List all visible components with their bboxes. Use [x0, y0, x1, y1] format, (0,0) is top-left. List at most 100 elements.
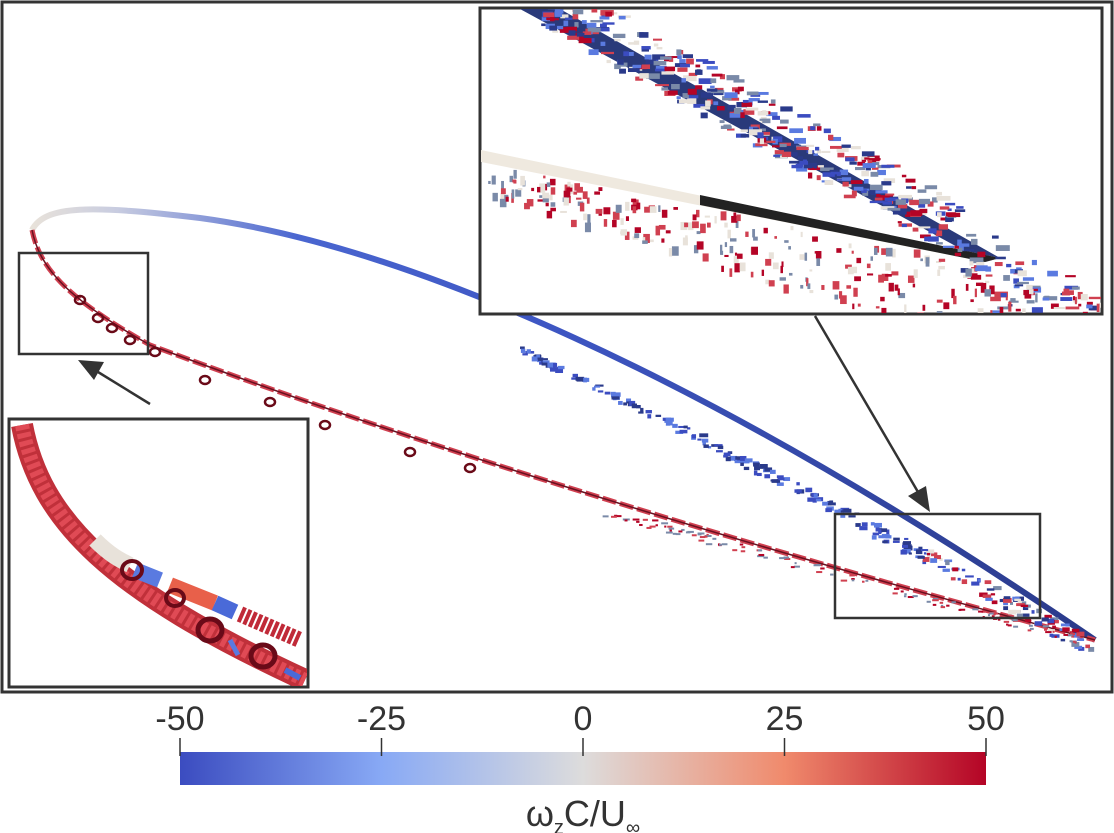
inset-vortex-structure: [719, 120, 725, 124]
inset-vortex-structure: [991, 235, 999, 239]
inset-vortex-structure: [912, 283, 916, 288]
inset-vortex-structure: [861, 170, 869, 177]
inset-vortex-structure: [702, 60, 715, 64]
vortex-structure: [871, 535, 877, 540]
inset-vortex-structure: [499, 198, 507, 208]
vortex-structure: [952, 567, 959, 572]
inset-vortex-structure: [853, 287, 858, 297]
inset-vortex-structure: [992, 310, 1001, 313]
inset-vortex-structure: [661, 87, 668, 91]
vortex-structure: [1069, 633, 1076, 636]
vortex-structure: [816, 571, 823, 574]
inset-vortex-structure: [828, 134, 834, 141]
inset-vortex-structure: [977, 251, 986, 258]
vortex-structure: [892, 592, 898, 595]
inset-vortex-structure: [719, 74, 725, 80]
inset-vortex-structure: [746, 91, 759, 96]
inset-vortex-structure: [794, 137, 806, 144]
inset-vortex-structure: [815, 251, 822, 259]
inset-vortex-structure: [632, 64, 642, 69]
inset-vortex-structure: [606, 59, 611, 64]
inset-vortex-structure: [671, 83, 680, 90]
inset-vortex-structure: [605, 11, 612, 17]
inset-vortex-structure: [776, 126, 788, 130]
inset-vortex-structure: [836, 248, 842, 253]
inset-vortex-structure: [677, 67, 688, 72]
vortex-structure: [1052, 625, 1056, 629]
inset-vortex-structure: [513, 179, 517, 184]
inset-vortex-structure: [957, 247, 963, 252]
inset-vortex-structure: [737, 86, 744, 92]
inset-vortex-structure: [768, 280, 775, 287]
vortex-structure: [668, 527, 675, 530]
inset-vortex-structure: [1035, 293, 1038, 303]
inset-vortex-structure: [733, 212, 737, 218]
inset-vortex-structure: [966, 233, 977, 237]
vortex-structure: [717, 445, 724, 450]
leading-edge-inset: [7, 417, 310, 689]
inset-vortex-structure: [669, 57, 674, 62]
inset-vortex-structure: [735, 220, 739, 228]
vortex-structure: [1045, 631, 1052, 634]
vortex-structure: [1010, 601, 1014, 605]
inset-vortex-structure: [766, 140, 776, 143]
inset-vortex-structure: [685, 235, 688, 239]
inset-vortex-structure: [985, 280, 990, 284]
vortex-structure: [1017, 601, 1022, 605]
inset-vortex-structure: [706, 66, 718, 70]
inset-vortex-structure: [1047, 270, 1058, 277]
vortex-structure: [932, 603, 937, 606]
inset-vortex-structure: [851, 190, 857, 197]
vortex-structure: [542, 360, 550, 363]
vortex-structure: [593, 385, 601, 388]
vortex-structure: [777, 477, 785, 481]
inset-vortex-structure: [759, 128, 766, 132]
inset-vortex-structure: [568, 30, 576, 36]
vortex-structure: [610, 515, 617, 518]
inset-vortex-structure: [1086, 304, 1093, 309]
vortex-structure: [624, 519, 628, 522]
inset-vortex-structure: [549, 25, 558, 31]
vortex-structure: [793, 565, 800, 568]
inset-vortex-structure: [788, 246, 791, 250]
inset-vortex-structure: [546, 182, 551, 187]
inset-vortex-structure: [582, 31, 592, 35]
inset-vortex-structure: [789, 128, 803, 134]
vortex-structure: [921, 549, 929, 552]
inset-vortex-structure: [566, 187, 573, 192]
vortex-structure: [1052, 630, 1055, 633]
inset-vortex-structure: [912, 227, 919, 232]
inset-vortex-structure: [624, 231, 630, 240]
inset-vortex-structure: [664, 66, 676, 72]
inset-vortex-structure: [644, 54, 652, 60]
inset-vortex-structure: [649, 206, 657, 213]
inset-vortex-structure: [888, 282, 894, 292]
vortex-structure: [614, 514, 618, 517]
inset-vortex-structure: [644, 206, 651, 213]
inset-vortex-structure: [635, 76, 644, 81]
inset-vortex-structure: [804, 252, 808, 261]
inset-vortex-structure: [982, 282, 987, 291]
inset-vortex-structure: [853, 266, 858, 274]
inset-vortex-structure: [537, 199, 544, 202]
inset-vortex-structure: [696, 241, 704, 250]
vortex-loop: [263, 396, 277, 408]
inset-vortex-structure: [1006, 263, 1012, 268]
inset-vortex-structure: [583, 213, 587, 221]
vortex-structure: [950, 577, 956, 581]
vortex-structure: [764, 474, 771, 479]
inset-vortex-structure: [907, 275, 915, 283]
inset-vortex-structure: [751, 246, 758, 255]
inset-vortex-structure: [965, 268, 972, 277]
colorbar-tick-label: -25: [357, 700, 406, 738]
inset-vortex-structure: [935, 242, 943, 245]
inset-vortex-structure: [570, 219, 577, 228]
vortex-structure: [629, 400, 636, 406]
inset-vortex-structure: [692, 214, 697, 221]
inset-vortex-structure: [816, 126, 822, 131]
inset-vortex-structure: [688, 72, 698, 76]
inset-vortex-structure: [973, 265, 977, 268]
vortex-structure: [610, 391, 616, 396]
inset-vortex-structure: [728, 97, 740, 101]
